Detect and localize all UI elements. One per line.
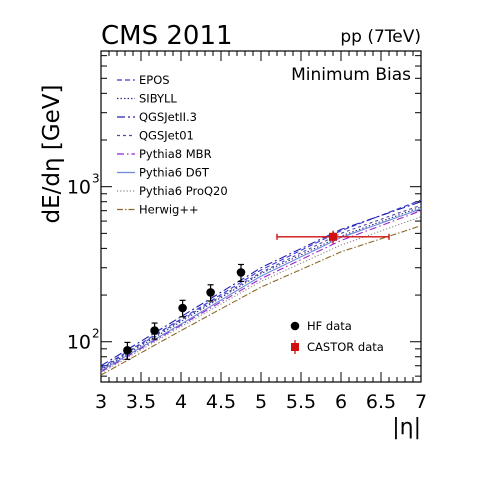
hf-data-point <box>178 303 187 313</box>
x-tick-label: 7 <box>415 391 427 413</box>
x-tick-labels: 3 3.5 4 4.5 5 5.5 6 6.5 7 <box>95 391 427 413</box>
x-tick-label: 5 <box>255 391 267 413</box>
legend-label: Pythia8 MBR <box>139 147 212 161</box>
axis-ticks <box>100 51 422 382</box>
model-curve-4 <box>100 210 422 373</box>
experiment-label: CMS 2011 <box>101 21 233 51</box>
legend-label: Pythia6 D6T <box>139 166 210 180</box>
legend: EPOS SIBYLL QGSJetII.3 QGSJet01 Pythia8 MBR P… <box>117 73 228 217</box>
hf-data-point <box>150 326 159 335</box>
legend-label: SIBYLL <box>139 92 177 106</box>
legend-label: Herwig++ <box>139 203 199 217</box>
data-legend: HF data CASTOR data <box>290 319 384 354</box>
castor-legend-label: CASTOR data <box>307 340 384 354</box>
hf-data-point <box>123 346 132 355</box>
model-curve-7 <box>100 225 422 376</box>
hf-data-point <box>236 268 246 277</box>
hf-legend-label: HF data <box>307 319 352 333</box>
legend-label: Pythia6 ProQ20 <box>139 184 228 198</box>
model-curve-2 <box>100 201 422 367</box>
x-tick-label: 6 <box>335 391 347 413</box>
hf-legend-marker <box>290 321 300 331</box>
collision-label: pp (7TeV) <box>340 27 421 47</box>
y-tick-exponent: 3 <box>92 172 100 186</box>
y-axis-title: dE/dη [GeV] <box>39 84 65 223</box>
legend-label: QGSJetII.3 <box>139 110 197 124</box>
legend-label: EPOS <box>139 73 170 87</box>
castor-data-point <box>329 232 337 241</box>
x-tick-label: 4 <box>175 391 187 413</box>
y-tick-label: 10 <box>67 177 91 199</box>
castor-legend-marker <box>291 343 299 351</box>
y-tick-exponent: 2 <box>92 327 100 341</box>
selection-label: Minimum Bias <box>291 65 411 85</box>
legend-label: QGSJet01 <box>139 129 194 143</box>
x-tick-label: 6.5 <box>366 391 396 413</box>
x-tick-label: 3 <box>95 391 107 413</box>
x-tick-label: 5.5 <box>286 391 316 413</box>
y-tick-label: 10 <box>67 332 91 354</box>
hf-data-point <box>206 288 215 297</box>
x-axis-title: |η| <box>392 415 421 440</box>
data-points <box>123 230 390 360</box>
x-tick-label: 4.5 <box>206 391 236 413</box>
model-curve-1 <box>100 206 422 371</box>
plot-area: Minimum Bias EPOS SIBYLL QGSJetII.3 QGSJet0… <box>100 50 422 383</box>
model-curve-6 <box>100 216 422 374</box>
x-tick-label: 3.5 <box>126 391 156 413</box>
